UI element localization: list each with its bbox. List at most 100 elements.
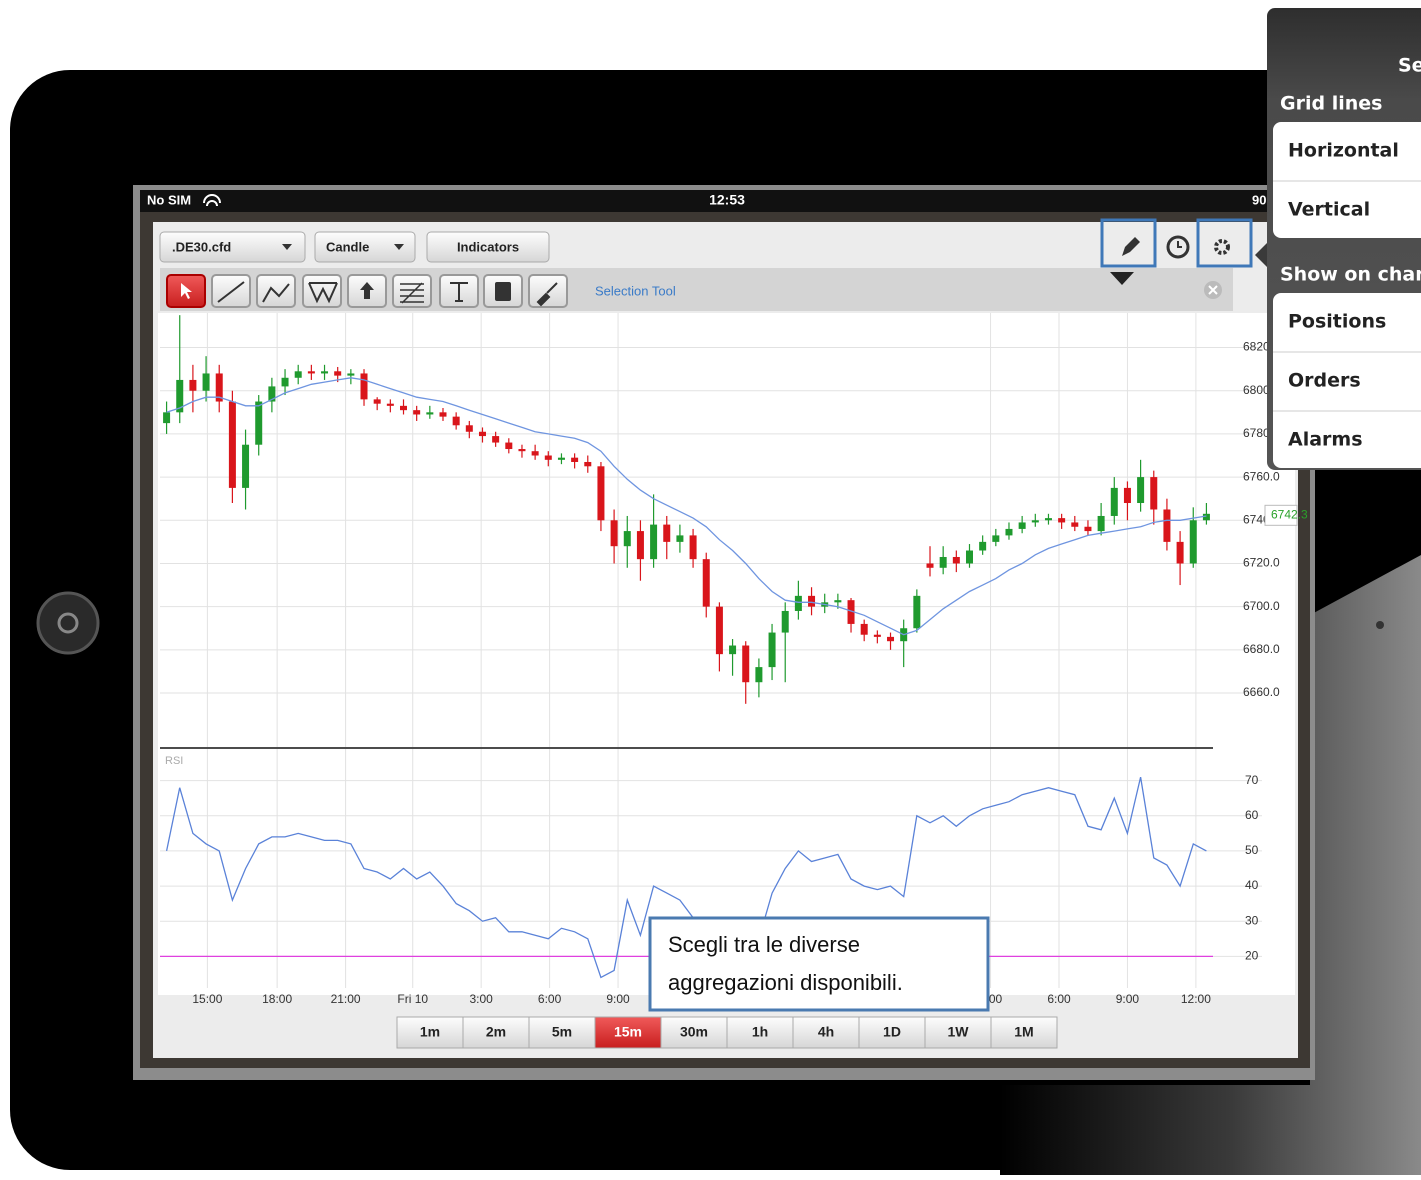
candle-body: [887, 637, 894, 641]
x-tick-label: 21:00: [331, 992, 361, 1006]
setting-row[interactable]: Positions: [1288, 311, 1386, 333]
candle-body: [940, 557, 947, 568]
candle-body: [1019, 522, 1026, 528]
candle-body: [321, 371, 328, 373]
candle-body: [255, 402, 262, 445]
candle-body: [624, 531, 631, 546]
candle-body: [413, 410, 420, 414]
candle-body: [453, 417, 460, 426]
timeframe-label: 5m: [552, 1024, 572, 1040]
candle-body: [1137, 477, 1144, 503]
candle-body: [992, 535, 999, 541]
candle-body: [874, 635, 881, 637]
setting-row[interactable]: Alarms: [1288, 429, 1363, 451]
x-tick-label: 6:00: [1047, 992, 1071, 1006]
candle-body: [545, 456, 552, 460]
candle-body: [361, 373, 368, 399]
y-tick-label: 6760.0: [1243, 469, 1280, 483]
x-tick-label: 3:00: [469, 992, 493, 1006]
page: No SIM 12:53 90 .DE30.cfd Candle Indicat…: [0, 0, 1421, 1175]
candle-body: [505, 443, 512, 449]
screenshot: No SIM 12:53 90 .DE30.cfd Candle Indicat…: [0, 0, 1421, 1175]
chart-area: [158, 313, 1295, 995]
section-header: Grid lines: [1280, 93, 1382, 115]
candle-body: [703, 559, 710, 607]
candle-body: [1098, 516, 1105, 531]
candle-body: [690, 535, 697, 559]
section-header: Show on char: [1280, 264, 1421, 286]
candle-body: [979, 542, 986, 551]
candle-body: [637, 531, 644, 559]
candle-body: [439, 412, 446, 416]
candle-body: [229, 402, 236, 488]
candle-body: [650, 525, 657, 560]
candle-body: [597, 466, 604, 520]
y-tick-label: 6680.0: [1243, 642, 1280, 656]
candle-body: [518, 449, 525, 451]
drawing-tools: [167, 275, 567, 307]
candle-body: [347, 373, 354, 375]
candle-body: [1045, 518, 1052, 520]
candle-body: [1032, 520, 1039, 522]
candle-body: [295, 371, 302, 377]
candle-body: [334, 371, 341, 375]
candle-body: [282, 378, 289, 387]
callout-text: aggregazioni disponibili.: [668, 970, 903, 995]
camera: [1376, 621, 1384, 629]
candle-body: [584, 462, 591, 466]
candle-body: [808, 596, 815, 607]
symbol: .DE30.cfd: [172, 239, 231, 254]
candle-body: [558, 458, 565, 460]
candle-body: [611, 520, 618, 546]
timeframe-label: 1D: [883, 1024, 901, 1040]
home-button[interactable]: [38, 593, 98, 653]
chart-type: Candle: [326, 239, 369, 254]
candle-body: [795, 596, 802, 611]
candle-body: [676, 535, 683, 541]
candle-body: [479, 432, 486, 436]
timeframe-label: 1m: [420, 1024, 440, 1040]
y-tick-label: 50: [1245, 843, 1259, 857]
timeframe-label: 30m: [680, 1024, 708, 1040]
candle-body: [387, 404, 394, 406]
x-tick-label: 15:00: [192, 992, 222, 1006]
x-tick-label: 12:00: [1181, 992, 1211, 1006]
candle-body: [1005, 529, 1012, 535]
tool-icon: [495, 282, 511, 301]
y-tick-label: 6720.0: [1243, 556, 1280, 570]
y-tick-label: 70: [1245, 773, 1259, 787]
candle-body: [1177, 542, 1184, 564]
x-tick-label: 18:00: [262, 992, 292, 1006]
timeframe-label: 1h: [752, 1024, 768, 1040]
candle-body: [374, 399, 381, 403]
candle-body: [927, 563, 934, 567]
candle-body: [1190, 520, 1197, 563]
candle-body: [189, 380, 196, 391]
candle-body: [571, 458, 578, 462]
candle-body: [716, 607, 723, 655]
timeframe-label: 2m: [486, 1024, 506, 1040]
y-tick-label: 20: [1245, 949, 1259, 963]
setting-row[interactable]: Orders: [1288, 370, 1361, 392]
candle-body: [1163, 509, 1170, 541]
timeframe-label: 4h: [818, 1024, 834, 1040]
candle-body: [400, 406, 407, 410]
candle-body: [769, 633, 776, 668]
candle-body: [1071, 522, 1078, 526]
candle-body: [834, 600, 841, 602]
setting-row[interactable]: Vertical: [1288, 199, 1370, 221]
x-tick-label: 9:00: [1116, 992, 1140, 1006]
candle-body: [729, 646, 736, 655]
timeframe-label: 1W: [948, 1024, 970, 1040]
last-price-label: 6742.3: [1271, 507, 1308, 521]
setting-row[interactable]: Horizontal: [1288, 140, 1399, 162]
candle-body: [1111, 488, 1118, 516]
polyline-tool[interactable]: [257, 275, 295, 307]
clock: 12:53: [709, 192, 745, 208]
y-tick-label: 30: [1245, 913, 1259, 927]
y-tick-label: 6660.0: [1243, 685, 1280, 699]
candle-body: [913, 596, 920, 628]
candle-body: [163, 412, 170, 423]
x-tick-label: 9:00: [606, 992, 630, 1006]
x-tick-label: 6:00: [538, 992, 562, 1006]
